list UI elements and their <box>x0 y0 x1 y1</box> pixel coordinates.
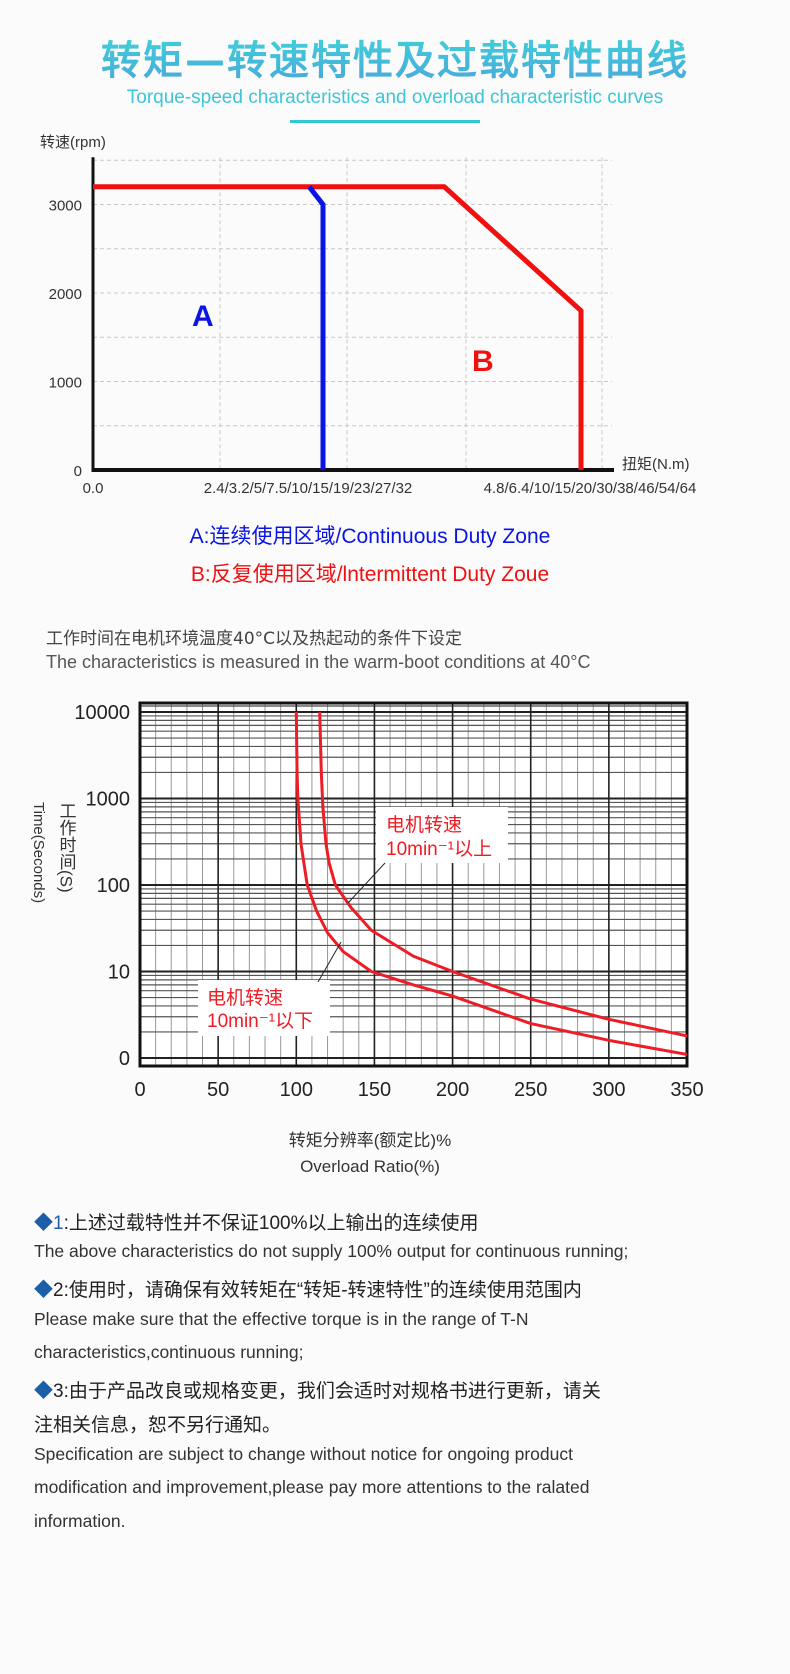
annotation-leader-below <box>317 941 342 983</box>
x-tick-label: 300 <box>592 1079 625 1101</box>
plot-border <box>138 701 689 1068</box>
note-3-en-1: Specification are subject to change with… <box>34 1444 573 1464</box>
note-3-en-3: information. <box>34 1511 126 1531</box>
y-tick-label: 100 <box>97 875 130 897</box>
torque-speed-chart: 转速(rpm) 扭矩(N.m) 0 1000 2000 3000 0.0 2.4/3.2/… <box>40 134 697 497</box>
condition-note-cn: 工作时间在电机环境温度40°C以及热起动的条件下设定 <box>46 629 463 649</box>
note-3: ◆3:由于产品改良或规格变更，我们会适时对规格书进行更新，请关 <box>34 1376 601 1403</box>
x-axis-label: 扭矩(N.m) <box>622 456 690 473</box>
y-tick-label: 1000 <box>49 375 82 392</box>
note-2-en-2: characteristics,continuous running; <box>34 1342 304 1362</box>
legend-a: A:连续使用区域/Continuous Duty Zone <box>189 525 551 548</box>
y-tick-label: 1000 <box>86 789 131 811</box>
note-text-cn: :使用时，请确保有效转矩在“转矩-转速特性”的连续使用范围内 <box>63 1280 582 1301</box>
condition-note-en: The characteristics is measured in the w… <box>46 652 591 672</box>
title-underline <box>290 120 480 123</box>
y-axis-label-cn: 工作时间(S) <box>57 802 77 893</box>
x-axis-label-cn: 转矩分辨率(额定比)% <box>289 1131 451 1150</box>
page-title: 转矩—转速特性及过载特性曲线 <box>0 28 790 86</box>
note-2-en-1: Please make sure that the effective torq… <box>34 1309 529 1329</box>
y-axis-label-en: Time(Seconds) <box>30 802 47 903</box>
note-3-en-2: modification and improvement,please pay … <box>34 1477 590 1497</box>
note-text-cn: :上述过载特性并不保证100%以上输出的连续使用 <box>63 1213 479 1234</box>
annotation-above-line2: 10min⁻¹以上 <box>386 838 492 860</box>
legend-b: B:反复使用区域/lntermittent Duty Zoue <box>190 563 550 586</box>
region-label-a: A <box>192 300 214 333</box>
note-text-cn: :由于产品改良或规格变更，我们会适时对规格书进行更新，请关 <box>63 1381 601 1402</box>
diamond-icon: ◆ <box>34 1213 54 1234</box>
diamond-icon: ◆ <box>34 1280 54 1301</box>
x-tick-label: 100 <box>280 1079 313 1101</box>
annotation-below-line1: 电机转速 <box>207 987 283 1009</box>
annotation-box-above <box>376 807 508 863</box>
page-subtitle: Torque-speed characteristics and overloa… <box>126 87 664 108</box>
x-tick-label: 50 <box>207 1079 229 1101</box>
note-number: 3 <box>53 1381 64 1402</box>
y-tick-label: 0 <box>119 1048 130 1070</box>
x-tick-label: 0.0 <box>83 480 104 497</box>
x-tick-label: 2.4/3.2/5/7.5/10/15/19/23/27/32 <box>204 480 413 497</box>
note-3-cn-2: 注相关信息，恕不另行通知。 <box>34 1415 282 1436</box>
region-label-b: B <box>472 345 494 378</box>
y-axis-label: 转速(rpm) <box>40 134 106 151</box>
note-number: 2 <box>53 1280 64 1301</box>
series-curve-above-10min <box>318 711 688 1038</box>
annotation-above-line1: 电机转速 <box>386 814 462 836</box>
x-axis-label-en: Overload Ratio(%) <box>300 1157 440 1176</box>
series-line-a <box>307 185 326 470</box>
note-1: ◆1:上述过载特性并不保证100%以上输出的连续使用 <box>34 1208 478 1235</box>
note-2: ◆2:使用时，请确保有效转矩在“转矩-转速特性”的连续使用范围内 <box>34 1275 582 1302</box>
y-tick-label: 0 <box>74 463 82 480</box>
note-number: 1 <box>53 1213 64 1234</box>
series-line-b <box>93 184 584 470</box>
annotation-leader-above <box>347 862 386 904</box>
x-tick-label: 4.8/6.4/10/15/20/30/38/46/54/64 <box>484 480 697 497</box>
y-tick-label: 10000 <box>74 702 130 724</box>
note-1-en: The above characteristics do not supply … <box>34 1241 629 1261</box>
x-tick-label: 250 <box>514 1079 547 1101</box>
y-tick-label: 10 <box>108 962 130 984</box>
series-curve-below-10min <box>294 711 688 1056</box>
x-tick-label: 0 <box>134 1079 145 1101</box>
annotation-box-below <box>198 980 330 1036</box>
y-tick-label: 2000 <box>49 286 82 303</box>
overload-chart: 0 50 100 150 200 250 300 350 0 10 100 1000 10000 电机转… <box>30 701 704 1176</box>
annotation-below-line2: 10min⁻¹以下 <box>207 1011 313 1032</box>
x-tick-label: 150 <box>358 1079 391 1101</box>
y-tick-label: 3000 <box>49 198 82 215</box>
x-tick-label: 350 <box>670 1079 703 1101</box>
x-tick-label: 200 <box>436 1079 469 1101</box>
diamond-icon: ◆ <box>34 1381 54 1402</box>
